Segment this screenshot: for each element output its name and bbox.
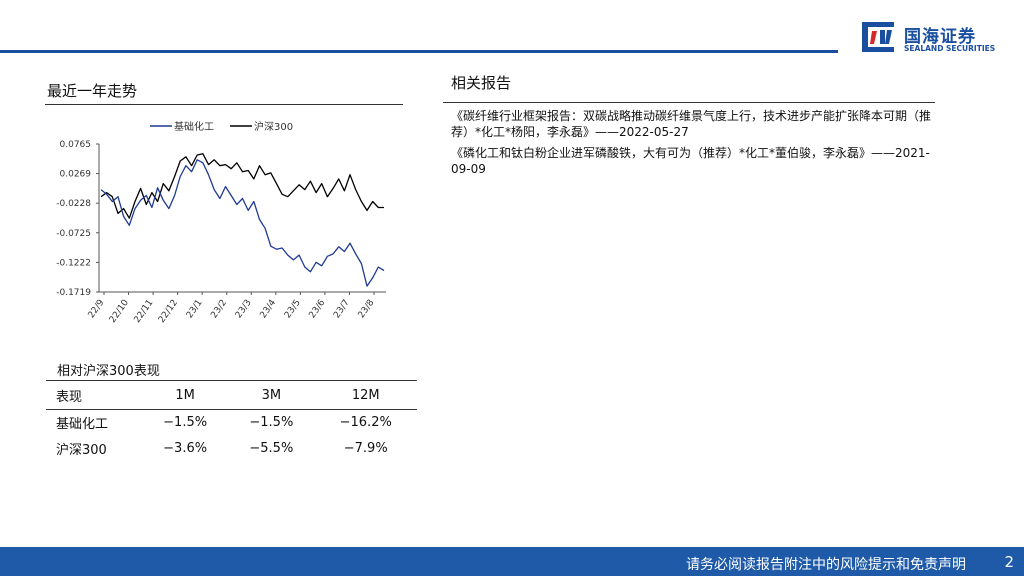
x-tick-label: 23/3 xyxy=(234,298,254,320)
y-tick-label: 0.0765 xyxy=(60,140,92,150)
plot-area xyxy=(100,153,385,287)
trend-section-title: 最近一年走势 xyxy=(47,82,138,100)
footer-bar: 请务必阅读报告附注中的风险提示和免责声明 2 xyxy=(0,547,1024,576)
performance-top-rule xyxy=(46,380,417,381)
row-label: 沪深300 xyxy=(56,442,107,458)
x-tick-label: 22/9 xyxy=(87,298,107,321)
performance-title: 相对沪深300表现 xyxy=(57,364,160,379)
header-cell: 3M xyxy=(228,383,315,410)
brand-name-en: SEALAND SECURITIES xyxy=(904,44,996,53)
page-number: 2 xyxy=(1004,553,1014,571)
header-cell: 1M xyxy=(142,383,229,410)
table-cell: −3.6% xyxy=(163,440,208,456)
disclaimer-text: 请务必阅读报告附注中的风险提示和免责声明 xyxy=(686,557,966,573)
header-cell: 12M xyxy=(314,383,417,410)
y-tick-label: -0.0228 xyxy=(56,199,91,209)
table-cell: −16.2% xyxy=(339,414,392,430)
performance-table: 表现 1M 3M 12M 基础化工 −1.5% −1.5% −16.2% 沪深3… xyxy=(46,383,417,461)
x-tick-label: 23/8 xyxy=(357,298,377,321)
header-cell: 表现 xyxy=(46,383,142,410)
y-axis: 0.0765 0.0269 -0.0228 -0.0725 -0.1222 -0.1719 xyxy=(56,140,100,298)
x-tick-label: 23/7 xyxy=(332,298,352,320)
x-tick-label: 23/5 xyxy=(283,298,303,320)
x-axis: 22/9 22/10 22/11 22/12 23/1 23/2 23/3 23/4 23/5 2… xyxy=(87,291,386,325)
series-line xyxy=(100,159,385,287)
report-link[interactable]: 《磷化工和钛白粉企业进军磷酸铁，大有可为（推荐）*化工*董伯骏，李永磊》——20… xyxy=(451,146,930,176)
legend-label: 沪深300 xyxy=(254,120,293,133)
table-cell: −7.9% xyxy=(343,440,388,456)
x-tick-label: 23/6 xyxy=(308,298,328,321)
table-cell: −5.5% xyxy=(249,440,294,456)
header-rule xyxy=(0,50,838,53)
reports-section-rule xyxy=(443,102,935,103)
x-tick-label: 22/11 xyxy=(132,298,155,325)
trend-section-rule xyxy=(45,104,403,105)
brand-logo: 国海证券 SEALAND SECURITIES xyxy=(860,18,1010,58)
x-tick-label: 23/4 xyxy=(258,298,278,321)
x-tick-label: 22/12 xyxy=(157,298,180,325)
legend-label: 基础化工 xyxy=(174,120,214,133)
series-line xyxy=(100,153,384,219)
x-tick-label: 23/2 xyxy=(209,298,229,320)
brand-name-cn: 国海证券 xyxy=(904,27,976,47)
table-row: 沪深300 −3.6% −5.5% −7.9% xyxy=(46,435,417,461)
table-header-row: 表现 1M 3M 12M xyxy=(46,383,417,410)
y-tick-label: 0.0269 xyxy=(60,170,92,180)
report-link[interactable]: 《碳纤维行业框架报告：双碳战略推动碳纤维景气度上行，技术进步产能扩张降本可期（推… xyxy=(451,109,932,139)
reports-section-title: 相关报告 xyxy=(451,74,512,92)
table-row: 基础化工 −1.5% −1.5% −16.2% xyxy=(46,409,417,435)
sealand-logo-icon xyxy=(862,22,894,52)
y-tick-label: -0.1719 xyxy=(56,288,91,298)
row-label: 基础化工 xyxy=(56,416,109,432)
x-tick-label: 23/1 xyxy=(185,298,205,320)
related-reports-list: 《碳纤维行业框架报告：双碳战略推动碳纤维景气度上行，技术进步产能扩张降本可期（推… xyxy=(451,108,941,182)
table-cell: −1.5% xyxy=(249,414,294,430)
y-tick-label: -0.0725 xyxy=(56,229,91,239)
x-tick-label: 22/10 xyxy=(108,298,131,325)
trend-chart: 基础化工 沪深300 0.0765 0.0269 -0.0228 -0.0725 -0.1… xyxy=(56,120,386,325)
table-cell: −1.5% xyxy=(163,414,208,430)
chart-legend: 基础化工 沪深300 xyxy=(150,120,293,133)
y-tick-label: -0.1222 xyxy=(56,258,91,268)
